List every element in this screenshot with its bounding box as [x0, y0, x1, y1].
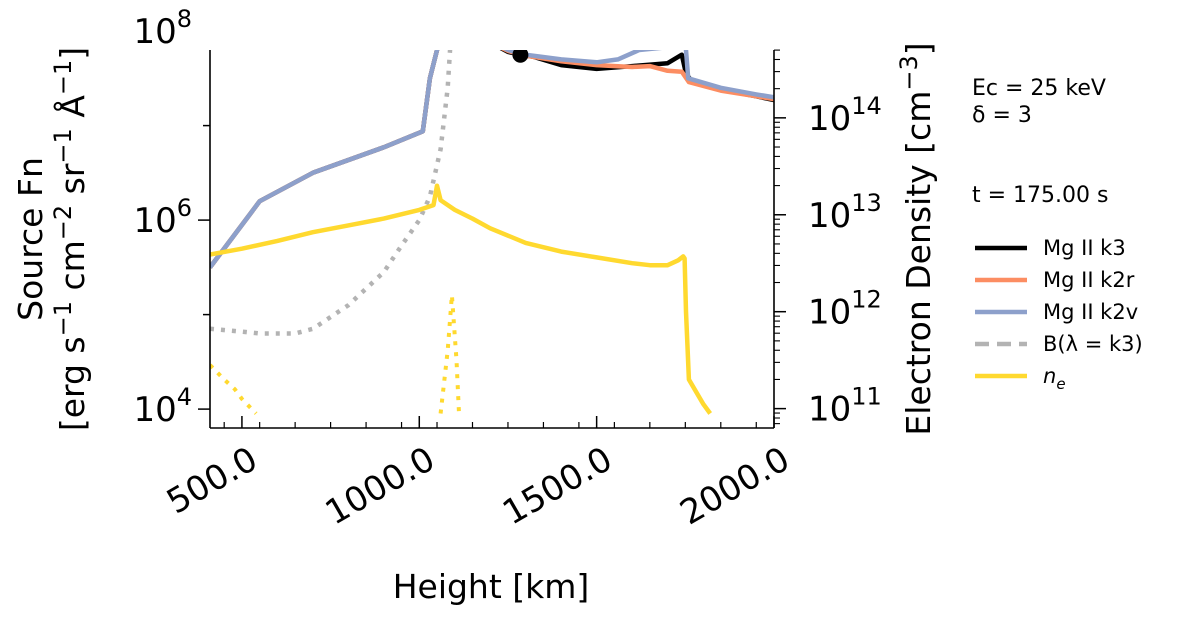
- y-left-tick-sup: 4: [177, 383, 192, 411]
- x-axis-label: Height [km]: [393, 567, 590, 606]
- legend-label-text: Mg II k3: [1043, 236, 1126, 260]
- ylabel-right-part: Electron Density [cm: [899, 91, 938, 436]
- y-left-tick-label: 108: [133, 5, 192, 52]
- series-layer: [210, 50, 774, 415]
- y-right-tick-base: 10: [808, 390, 851, 430]
- ylabel-sup: −2: [49, 205, 77, 240]
- ylabel-part: sr: [53, 163, 92, 205]
- ylabel-sup: −1: [49, 128, 77, 163]
- y-right-tick-label: 1011: [808, 383, 882, 430]
- annotation-time: t = 175.00 s: [972, 183, 1108, 208]
- series-line-ne_dotted_a: [210, 363, 258, 415]
- ylabel-part: [erg s: [53, 336, 92, 431]
- x-tick-label: 500.0: [160, 439, 264, 522]
- y-right-tick-sup: 12: [851, 286, 882, 314]
- y-left-tick-base: 10: [133, 390, 176, 430]
- legend-label-k2r: Mg II k2r: [1043, 268, 1135, 292]
- legend-label-sub: e: [1056, 375, 1065, 393]
- y-right-tick-base: 10: [808, 293, 851, 333]
- y-right-tick-label: 1013: [808, 189, 882, 236]
- ylabel-sup: −1: [49, 60, 77, 95]
- y-right-tick-sup: 14: [851, 92, 882, 120]
- tick-layer: 500.0 1000.0 1500.0 2000.010410610810111012…: [133, 5, 881, 533]
- marker-k2r: [443, 16, 459, 32]
- annotation-ec: Ec = 25 keV: [972, 76, 1106, 101]
- ylabel-sup: −1: [49, 301, 77, 336]
- series-line-planck: [210, 50, 453, 336]
- legend-label-planck: B(λ = k3): [1043, 332, 1143, 356]
- y-axis-label-line2: [erg s−1 cm−2 sr−1 Å−1]: [49, 47, 92, 431]
- marker-layer: [443, 16, 529, 63]
- y-right-tick-sup: 13: [851, 189, 882, 217]
- legend-label-text: B(λ = k3): [1043, 332, 1143, 356]
- y-right-tick-base: 10: [808, 99, 851, 139]
- legend-label-text: n: [1043, 364, 1056, 388]
- ylabel-part: cm: [53, 240, 92, 301]
- x-tick-label: 1000.0: [319, 439, 442, 533]
- legend-label-k3: Mg II k3: [1043, 236, 1126, 260]
- legend-label-ne: ne: [1043, 364, 1066, 393]
- marker-k3: [512, 50, 529, 63]
- legend-label-k2v: Mg II k2v: [1043, 300, 1138, 324]
- y-left-tick-label: 106: [133, 194, 192, 241]
- series-line-ne: [210, 183, 713, 415]
- y-left-tick-base: 10: [133, 12, 176, 52]
- y-axis-label-left: Source Fn [erg s−1 cm−2 sr−1 Å−1]: [11, 47, 92, 431]
- y-left-tick-label: 104: [133, 383, 192, 430]
- ylabel-part: Å: [52, 95, 92, 128]
- ylabel-right-sup: −3: [895, 55, 923, 90]
- y-left-tick-sup: 6: [177, 194, 192, 222]
- y-right-tick-label: 1014: [808, 92, 882, 139]
- y-right-tick-base: 10: [808, 196, 851, 236]
- y-left-tick-sup: 8: [177, 5, 192, 33]
- y-right-tick-sup: 11: [851, 383, 882, 411]
- legend-label-text: Mg II k2v: [1043, 300, 1138, 324]
- legend: Mg II k3 Mg II k2r Mg II k2v B(λ = k3) ne: [975, 236, 1143, 393]
- y-axis-label-right: Electron Density [cm−3]: [895, 42, 938, 435]
- ylabel-part: ]: [53, 47, 92, 60]
- ylabel-right-part: ]: [899, 42, 938, 55]
- annotation-delta: δ = 3: [972, 103, 1032, 128]
- legend-label-text: Mg II k2r: [1043, 268, 1135, 292]
- annotations: Ec = 25 keV δ = 3 t = 175.00 s: [972, 76, 1108, 208]
- y-right-tick-label: 1012: [808, 286, 882, 333]
- x-tick-label: 1500.0: [496, 439, 619, 533]
- x-tick-label: 2000.0: [673, 439, 796, 533]
- y-left-tick-base: 10: [133, 201, 176, 241]
- marker-k2v: [455, 17, 471, 33]
- series-line-ne_dotted_b: [438, 293, 461, 414]
- y-axis-label-right-text: Electron Density [cm−3]: [895, 42, 938, 435]
- y-axis-label-line1: Source Fn: [11, 157, 50, 321]
